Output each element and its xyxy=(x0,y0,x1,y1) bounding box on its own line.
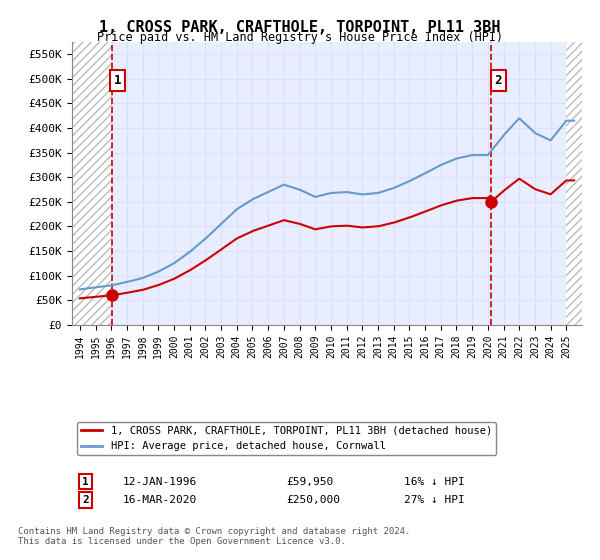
Bar xyxy=(72,42,112,325)
Text: 2: 2 xyxy=(494,74,502,87)
Text: 1, CROSS PARK, CRAFTHOLE, TORPOINT, PL11 3BH: 1, CROSS PARK, CRAFTHOLE, TORPOINT, PL11… xyxy=(99,20,501,35)
Text: Contains HM Land Registry data © Crown copyright and database right 2024.
This d: Contains HM Land Registry data © Crown c… xyxy=(18,526,410,546)
Text: 16-MAR-2020: 16-MAR-2020 xyxy=(123,495,197,505)
Text: 1: 1 xyxy=(113,74,121,87)
Text: £59,950: £59,950 xyxy=(286,477,334,487)
Text: 12-JAN-1996: 12-JAN-1996 xyxy=(123,477,197,487)
Text: Price paid vs. HM Land Registry's House Price Index (HPI): Price paid vs. HM Land Registry's House … xyxy=(97,31,503,44)
Text: 16% ↓ HPI: 16% ↓ HPI xyxy=(404,477,464,487)
Bar xyxy=(566,42,582,325)
Text: £250,000: £250,000 xyxy=(286,495,340,505)
Text: 2: 2 xyxy=(82,495,89,505)
Text: 27% ↓ HPI: 27% ↓ HPI xyxy=(404,495,464,505)
Legend: 1, CROSS PARK, CRAFTHOLE, TORPOINT, PL11 3BH (detached house), HPI: Average pric: 1, CROSS PARK, CRAFTHOLE, TORPOINT, PL11… xyxy=(77,422,496,455)
Text: 1: 1 xyxy=(82,477,89,487)
